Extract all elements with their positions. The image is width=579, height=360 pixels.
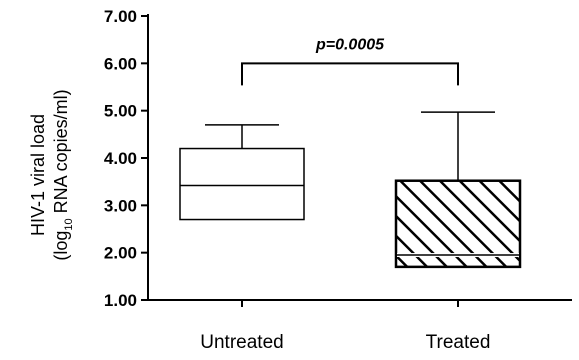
- axes: 1.00 2.00 3.00 4.00 5.00 6.00 7.00 Untreated Tre…: [104, 7, 572, 353]
- y-axis-label: HIV-1 viral load (log10 RNA copies/ml): [27, 55, 81, 295]
- boxes: [179, 111, 522, 269]
- x-tick-label: Untreated: [200, 332, 283, 353]
- y-tick-label: 3.00: [104, 196, 137, 215]
- y-tick-label: 7.00: [104, 7, 137, 26]
- x-tick-label: Treated: [426, 332, 491, 353]
- y-tick-label: 1.00: [104, 291, 137, 310]
- significance-annotation: p=0.0005: [241, 36, 459, 86]
- significance-bracket: [241, 62, 459, 86]
- y-tick-label: 5.00: [104, 102, 137, 121]
- y-tick-label: 4.00: [104, 149, 137, 168]
- y-tick-label: 6.00: [104, 54, 137, 73]
- y-axis-label-line2: (log10 RNA copies/ml): [51, 89, 75, 261]
- box-rect: [179, 147, 305, 221]
- p-value-label: p=0.0005: [315, 36, 385, 53]
- y-axis-label-line1: HIV-1 viral load: [28, 113, 49, 237]
- box-rect: [394, 179, 522, 269]
- y-tick-label: 2.00: [104, 244, 137, 263]
- box-treated: [394, 111, 522, 269]
- box-untreated: [179, 124, 305, 221]
